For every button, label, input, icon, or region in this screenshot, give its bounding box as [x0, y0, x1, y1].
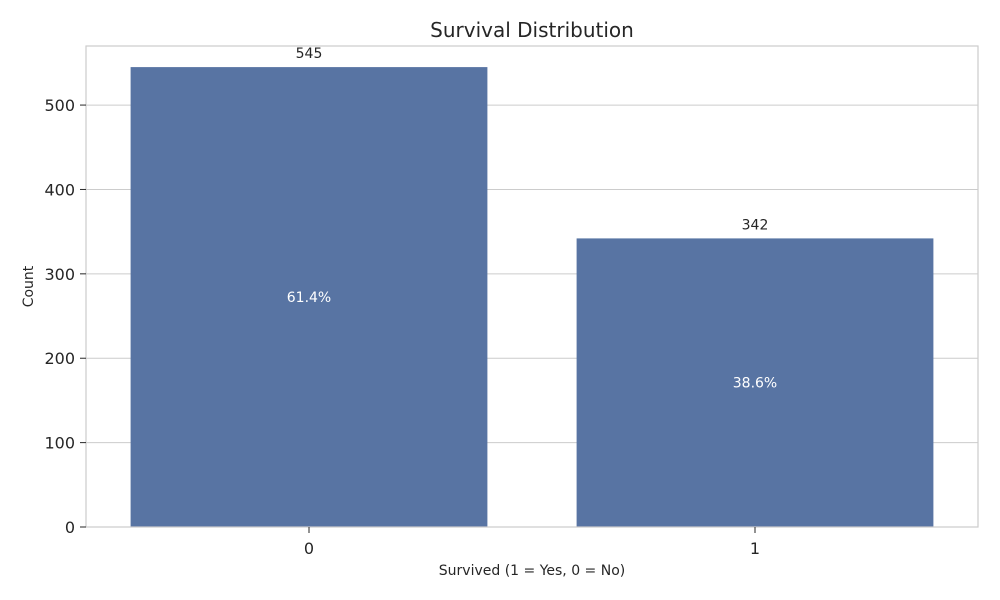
bars: [130, 67, 934, 527]
y-tick-label: 200: [44, 349, 75, 368]
plot-frame: [85, 45, 979, 528]
y-tick-label: 500: [44, 96, 75, 115]
x-tick-label: 0: [304, 539, 314, 558]
data-labels: 545 61.4% 342 38.6%: [287, 46, 777, 392]
chart-title: Survival Distribution: [430, 18, 634, 42]
bar: [130, 67, 488, 527]
bar-percent-label: 38.6%: [733, 376, 777, 392]
y-tick-label: 0: [65, 518, 75, 537]
bar-value-label: 545: [296, 46, 323, 62]
y-axis-label: Count: [21, 265, 37, 307]
axis-ticks: 0 100 200 300 400 500 0 1: [44, 96, 760, 558]
x-tick-label: 1: [750, 539, 760, 558]
y-tick-label: 400: [44, 180, 75, 199]
bar: [576, 238, 934, 527]
y-tick-label: 300: [44, 265, 75, 284]
y-tick-label: 100: [44, 434, 75, 453]
x-axis-label: Survived (1 = Yes, 0 = No): [439, 563, 625, 579]
bar-percent-label: 61.4%: [287, 290, 331, 306]
bar-value-label: 342: [742, 217, 769, 233]
